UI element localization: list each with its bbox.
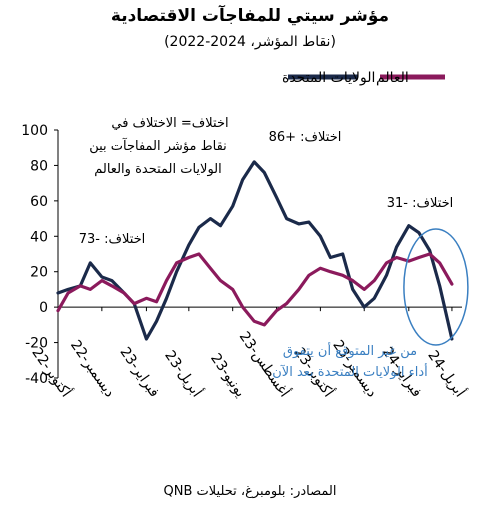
legend-world-label: العالم	[376, 70, 409, 86]
y-tick-label: 100	[21, 123, 48, 139]
chart-title: مؤشر سيتي للمفاجآت الاقتصادية	[110, 6, 390, 26]
annotation-recent-line1: من غير المتوقع أن يتفوق	[283, 342, 417, 359]
y-tick-label: 20	[30, 265, 48, 281]
y-tick-label: 80	[30, 158, 48, 174]
y-tick-label: 40	[30, 229, 48, 245]
x-tick-label: أبريل-23	[161, 347, 206, 401]
annotations: اختلاف= الاختلاف في نقاط مؤشر المفاجآت ب…	[79, 116, 469, 380]
legend: الولايات المتحدة العالم	[282, 70, 445, 86]
series-group	[56, 160, 454, 341]
annotation-diff-definition-line3: الولايات المتحدة والعالم	[94, 162, 222, 177]
y-tick-label: 0	[39, 300, 48, 316]
annotation-recent-line2: أداء الولايات المتحدة بعد الآن	[272, 363, 428, 380]
recent-period-ellipse	[403, 228, 469, 346]
y-tick-label: -20	[25, 336, 48, 352]
series-line-us	[56, 160, 454, 341]
y-tick-label: -40	[25, 371, 48, 387]
annotation-diff-definition-line1: اختلاف= الاختلاف في	[111, 116, 228, 131]
x-tick-label: ديسمبر-22	[67, 337, 118, 400]
y-tick-label: 60	[30, 194, 48, 210]
series-line-world	[56, 252, 454, 327]
annotation-diff-3: اختلاف: -31	[387, 196, 454, 211]
x-tick-label: يونيو-23	[207, 351, 248, 401]
chart-subtitle: (نقاط المؤشر، 2024-2022)	[164, 34, 336, 50]
x-tick-label: أبريل-24	[424, 347, 469, 401]
annotation-diff-definition-line2: نقاط مؤشر المفاجآت بين	[89, 137, 227, 154]
annotation-diff-1: اختلاف: -73	[79, 232, 146, 247]
legend-us-label: الولايات المتحدة	[282, 70, 375, 86]
annotation-diff-2: اختلاف: +86	[269, 130, 342, 145]
chart-source: المصادر: بلومبرغ، تحليلات QNB	[163, 484, 337, 499]
chart-svg: الولايات المتحدة العالم -40 -20 0 20 40 60 80 1…	[21, 70, 469, 401]
x-tick-label: فبراير-23	[116, 344, 162, 400]
